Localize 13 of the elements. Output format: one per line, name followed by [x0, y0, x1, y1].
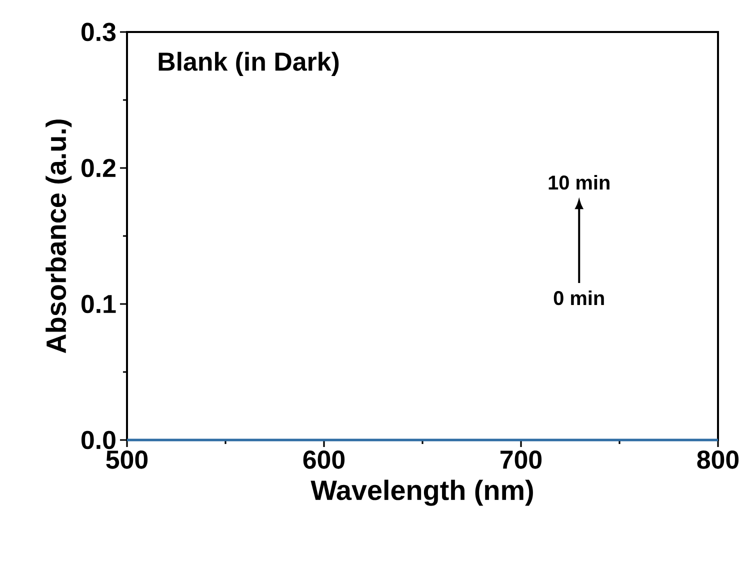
x-axis-title: Wavelength (nm)	[310, 480, 533, 506]
y-tick-label: 0.2	[82, 158, 116, 178]
x-tick-label: 700	[500, 450, 542, 469]
y-axis-title: Absorbance (a.u.)	[46, 120, 72, 354]
y-tick-label: 0.0	[82, 430, 116, 450]
annotation: 10 min	[548, 175, 610, 190]
x-tick-label: 600	[303, 450, 345, 469]
y-tick-label: 0.1	[82, 294, 116, 314]
text: Blank (in Dark)	[158, 52, 339, 76]
annotation: 0 min	[554, 290, 604, 306]
x-tick-label: 500	[106, 450, 148, 469]
y-tick-label: 0.3	[82, 22, 116, 42]
x-tick-label: 800	[697, 450, 739, 469]
